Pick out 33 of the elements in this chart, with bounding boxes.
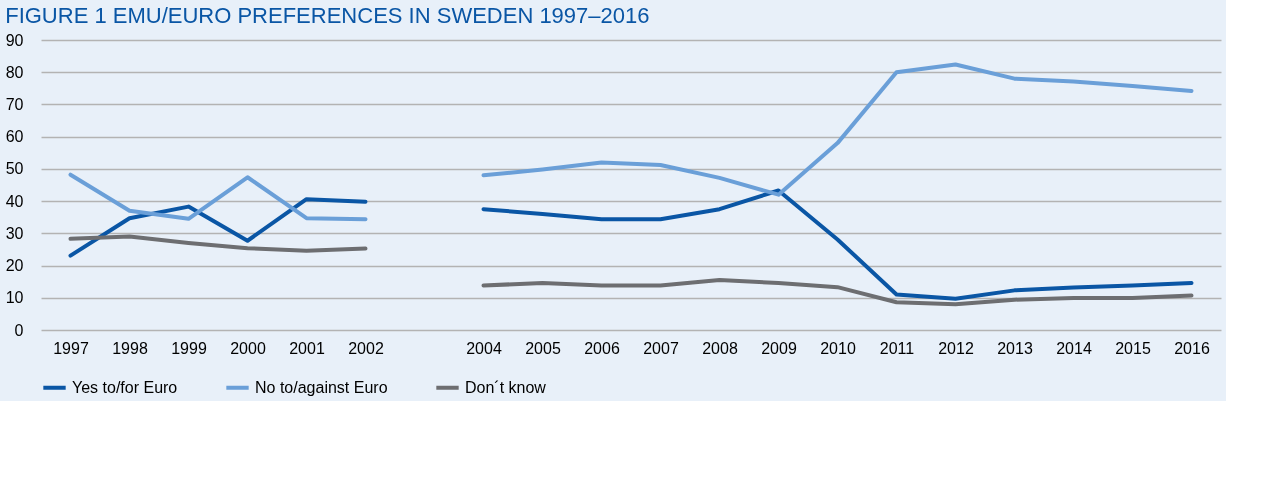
x-tick-label: 2013 bbox=[997, 339, 1033, 357]
x-tick-label: 2001 bbox=[289, 339, 325, 357]
y-tick-label: 30 bbox=[5, 224, 24, 242]
y-tick-label: 70 bbox=[5, 95, 24, 113]
y-tick-label: 0 bbox=[14, 321, 24, 339]
x-tick-label: 2010 bbox=[820, 339, 856, 357]
x-tick-label: 2007 bbox=[643, 339, 679, 357]
y-tick-label: 60 bbox=[5, 128, 24, 146]
x-tick-label: 2008 bbox=[702, 339, 738, 357]
x-tick-label: 2004 bbox=[466, 339, 502, 357]
x-tick-label: 2011 bbox=[879, 339, 915, 357]
y-tick-label: 20 bbox=[5, 257, 24, 275]
legend-label: No to/against Euro bbox=[255, 378, 388, 396]
x-tick-label: 2015 bbox=[1115, 339, 1151, 357]
x-tick-label: 2012 bbox=[938, 339, 974, 357]
y-tick-label: 80 bbox=[5, 63, 24, 81]
x-tick-label: 1997 bbox=[53, 339, 89, 357]
x-tick-label: 2006 bbox=[584, 339, 620, 357]
x-tick-label: 1998 bbox=[112, 339, 148, 357]
y-tick-label: 40 bbox=[5, 192, 24, 210]
legend-label: Yes to/for Euro bbox=[72, 378, 178, 396]
x-tick-label: 1999 bbox=[171, 339, 207, 357]
y-tick-label: 90 bbox=[5, 31, 24, 49]
x-tick-label: 2016 bbox=[1174, 339, 1210, 357]
chart-title: FIGURE 1 EMU/EURO PREFERENCES IN SWEDEN 1997–2016 bbox=[5, 3, 650, 28]
x-tick-label: 2000 bbox=[230, 339, 266, 357]
x-tick-label: 2009 bbox=[761, 339, 797, 357]
y-tick-label: 50 bbox=[5, 160, 24, 178]
x-tick-label: 2014 bbox=[1056, 339, 1092, 357]
y-tick-label: 10 bbox=[5, 289, 24, 307]
x-tick-label: 2005 bbox=[525, 339, 561, 357]
legend-label: Don´t know bbox=[465, 378, 547, 396]
x-tick-label: 2002 bbox=[348, 339, 384, 357]
